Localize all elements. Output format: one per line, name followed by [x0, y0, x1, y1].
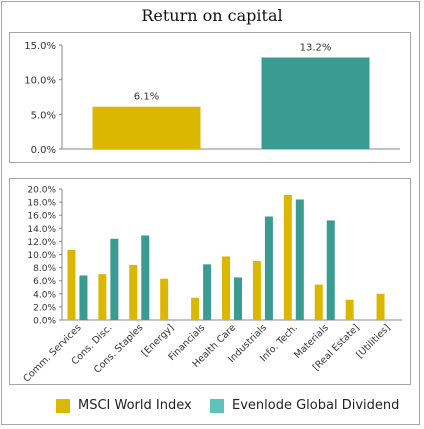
x-tick-label: Comm. Services: [21, 322, 83, 384]
y-tick-label: 16.0%: [27, 212, 56, 222]
legend-swatch-evenlode: [210, 398, 224, 413]
bar-evenlode: [295, 199, 304, 320]
bar-msci: [283, 194, 292, 320]
y-tick-label: 10.0%: [27, 251, 56, 261]
bar-msci: [314, 284, 323, 320]
legend-label-msci: MSCI World Index: [78, 398, 192, 413]
y-tick-label: 2.0%: [33, 303, 56, 313]
bar-msci: [98, 274, 107, 320]
data-label: 13.2%: [300, 42, 332, 53]
bar-msci: [92, 106, 201, 149]
x-tick-label: [Utilities]: [354, 322, 392, 360]
y-tick-label: 18.0%: [27, 199, 56, 209]
legend-label-evenlode: Evenlode Global Dividend: [232, 398, 400, 413]
y-tick-label: 6.0%: [33, 277, 56, 287]
bar-evenlode: [261, 57, 370, 150]
y-tick-label: 8.0%: [33, 264, 56, 274]
y-tick-label: 4.0%: [33, 290, 56, 300]
bar-evenlode: [234, 277, 242, 320]
y-tick-label: 15.0%: [24, 41, 56, 52]
bar-evenlode: [110, 238, 119, 320]
bar-msci: [160, 278, 169, 320]
bar-evenlode: [326, 220, 335, 320]
legend-swatch-msci: [56, 398, 70, 413]
bar-msci: [222, 256, 230, 320]
bar-msci: [376, 293, 385, 320]
y-tick-label: 14.0%: [27, 225, 56, 235]
bar-evenlode: [203, 264, 212, 320]
legend: MSCI World Index Evenlode Global Dividen…: [0, 398, 424, 422]
sector-roc-panel: 0.0% 2.0% 4.0% 6.0% 8.0% 10.0% 12.0% 14.0% 16.0%…: [9, 178, 411, 385]
bar-msci: [252, 261, 261, 320]
y-tick-label: 10.0%: [24, 76, 56, 87]
legend-item-msci: MSCI World Index: [56, 398, 192, 413]
y-tick-label: 0.0%: [31, 145, 56, 156]
bar-msci: [67, 249, 76, 320]
bar-msci: [191, 297, 200, 320]
bar-evenlode: [264, 216, 273, 320]
chart-title: Return on capital: [141, 6, 283, 25]
y-tick-label: 20.0%: [27, 186, 56, 196]
overall-roc-chart: 0.0% 5.0% 10.0% 15.0% 6.1% 13.2%: [24, 41, 400, 156]
bar-evenlode: [79, 275, 88, 320]
y-tick-label: 12.0%: [27, 238, 56, 248]
data-label: 6.1%: [134, 92, 159, 103]
overall-roc-panel: 0.0% 5.0% 10.0% 15.0% 6.1% 13.2%: [9, 32, 411, 163]
bar-msci: [129, 264, 138, 320]
sector-roc-chart: 0.0% 2.0% 4.0% 6.0% 8.0% 10.0% 12.0% 14.0% 16.0%…: [21, 186, 402, 385]
y-tick-label: 0.0%: [33, 317, 56, 327]
bar-msci: [345, 299, 354, 320]
bar-evenlode: [141, 235, 150, 320]
y-tick-label: 5.0%: [31, 110, 56, 121]
legend-item-evenlode: Evenlode Global Dividend: [210, 398, 399, 413]
